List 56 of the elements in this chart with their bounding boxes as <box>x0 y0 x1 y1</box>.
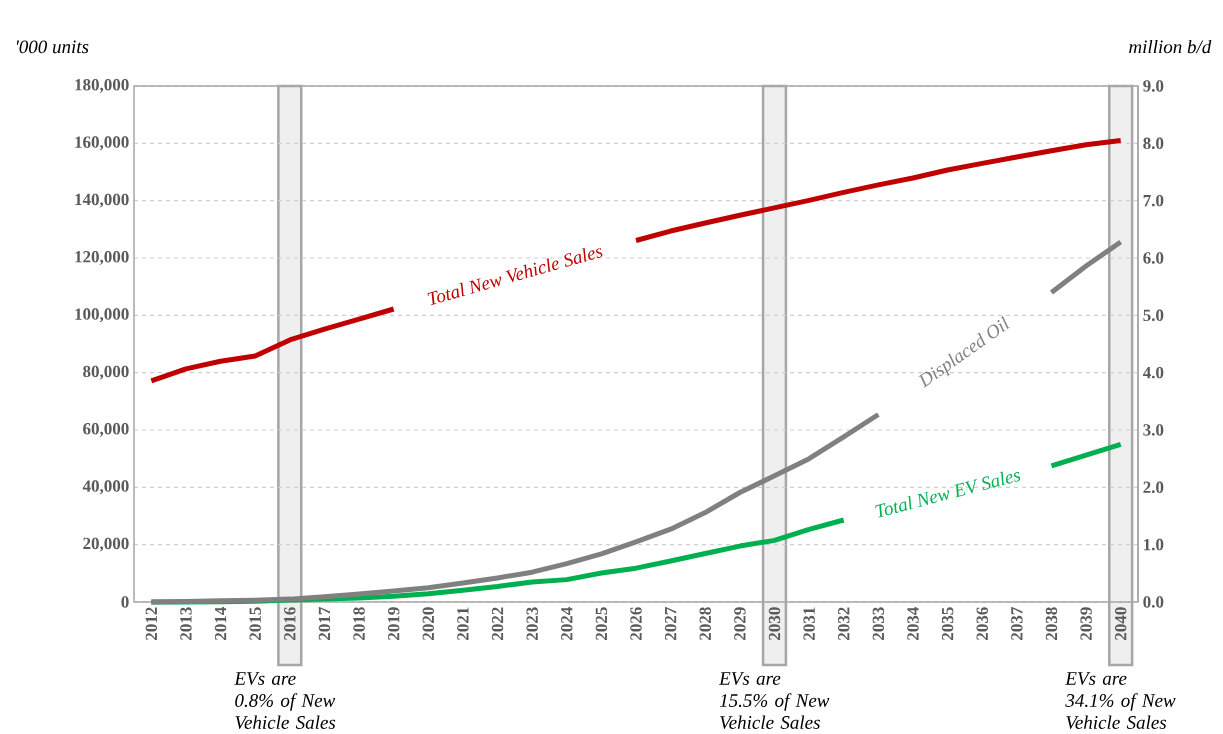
x-tick-label: 2018 <box>353 607 365 640</box>
y2-tick-label: 7.0 <box>1143 194 1164 207</box>
x-tick-label: 2035 <box>941 607 954 640</box>
y-tick-label: 0 <box>121 596 129 608</box>
y-axis-title: '000 units <box>17 40 89 54</box>
x-tick-label: 2019 <box>387 607 400 640</box>
y2-tick-label: 6.0 <box>1143 252 1164 264</box>
x-tick-label: 2020 <box>422 607 435 640</box>
x-tick-label: 2015 <box>249 607 261 640</box>
y2-tick-label: 1.0 <box>1144 538 1164 551</box>
band-label: EVs are 34.1% of New Vehicle Sales <box>1065 672 1176 729</box>
y-tick-label: 100,000 <box>75 308 129 323</box>
x-tick-label: 2023 <box>526 607 538 640</box>
y2-tick-label: 8.0 <box>1143 137 1164 150</box>
y-tick-label: 180,000 <box>75 79 129 93</box>
x-tick-label: 2016 <box>284 607 296 640</box>
x-tick-label: 2032 <box>837 607 850 640</box>
y2-tick-label: 0.0 <box>1143 596 1164 608</box>
x-tick-label: 2037 <box>1011 607 1023 640</box>
y2-axis-title: million b/d <box>1129 39 1212 54</box>
x-tick-label: 2036 <box>976 607 988 640</box>
x-tick-label: 2014 <box>214 607 227 640</box>
x-tick-label: 2027 <box>664 607 677 640</box>
y2-tick-label: 4.0 <box>1142 366 1164 379</box>
x-tick-label: 2024 <box>561 607 573 640</box>
y-tick-label: 140,000 <box>75 193 129 208</box>
x-tick-label: 2029 <box>734 607 746 640</box>
x-tick-label: 2028 <box>699 607 711 640</box>
y2-tick-label: 2.0 <box>1143 481 1164 494</box>
y-tick-label: 120,000 <box>75 251 129 265</box>
x-tick-label: 2012 <box>145 607 158 640</box>
x-tick-label: 2033 <box>872 607 885 640</box>
text: Total New Vehicle Sales <box>427 248 603 306</box>
x-tick-label: 2031 <box>803 607 815 640</box>
text: Total New EV Sales <box>875 471 1021 518</box>
x-tick-label: 2030 <box>768 607 781 640</box>
y2-tick-label: 3.0 <box>1143 424 1164 436</box>
x-tick-label: 2017 <box>318 607 331 640</box>
y2-tick-label: 9.0 <box>1143 80 1164 92</box>
x-tick-label: 2013 <box>180 607 192 640</box>
band-label: EVs are 0.8% of New Vehicle Sales <box>234 672 336 729</box>
x-tick-label: 2039 <box>1080 607 1092 640</box>
x-tick-label: 2040 <box>1114 607 1127 640</box>
x-tick-label: 2038 <box>1045 607 1058 640</box>
y-tick-label: 80,000 <box>83 365 129 380</box>
y2-tick-label: 5.0 <box>1143 309 1164 322</box>
x-tick-label: 2026 <box>630 607 642 640</box>
y-tick-label: 40,000 <box>82 480 129 495</box>
y-tick-label: 20,000 <box>83 537 129 552</box>
band-label: EVs are 15.5% of New Vehicle Sales <box>718 672 830 729</box>
x-tick-label: 2021 <box>457 607 469 640</box>
x-tick-label: 2034 <box>907 607 919 640</box>
x-tick-label: 2025 <box>595 607 608 640</box>
y-tick-label: 60,000 <box>83 423 129 437</box>
y-tick-label: 160,000 <box>75 136 129 151</box>
x-tick-label: 2022 <box>491 607 504 640</box>
